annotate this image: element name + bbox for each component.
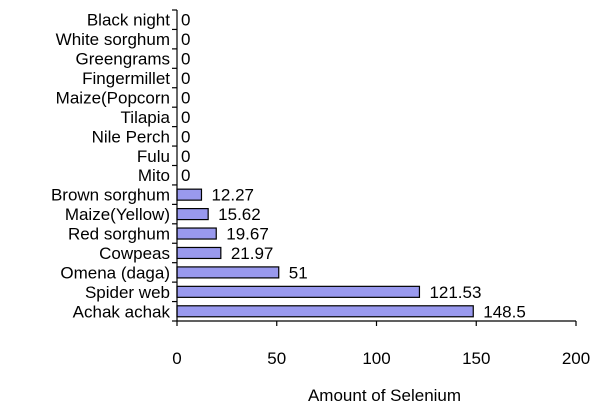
- value-label: 0: [181, 30, 190, 49]
- category-label: Brown sorghum: [51, 186, 170, 205]
- category-label: Mito: [138, 166, 170, 185]
- value-label: 0: [181, 11, 190, 30]
- category-label: Achak achak: [73, 302, 171, 321]
- category-label: Black night: [87, 11, 170, 30]
- x-tick-label: 100: [362, 349, 390, 368]
- value-label: 21.97: [231, 244, 274, 263]
- value-label: 0: [181, 147, 190, 166]
- bar: [176, 305, 474, 318]
- x-tick-label: 150: [462, 349, 490, 368]
- bar: [176, 266, 280, 279]
- value-label: 0: [181, 127, 190, 146]
- value-label: 51: [289, 263, 308, 282]
- category-label: Maize(Popcorn: [56, 88, 170, 107]
- category-label: Tilapia: [121, 108, 171, 127]
- bar: [176, 246, 222, 260]
- labels-layer: Achak achak 148.5 Spider web 121.53 Omena (d…: [51, 11, 526, 322]
- category-label: Greengrams: [76, 50, 170, 69]
- category-label: Spider web: [85, 283, 170, 302]
- category-label: Nile Perch: [92, 127, 170, 146]
- x-axis-title: Amount of Selenium: [308, 386, 461, 405]
- value-label: 0: [181, 166, 190, 185]
- value-label: 19.67: [226, 225, 269, 244]
- bar: [176, 188, 203, 201]
- x-ticks-layer: 0 50 100 150 200: [172, 9, 590, 368]
- category-label: Cowpeas: [99, 244, 170, 263]
- category-label: Fulu: [137, 147, 170, 166]
- value-label: 0: [181, 88, 190, 107]
- category-label: Fingermillet: [82, 69, 170, 88]
- category-label: White sorghum: [56, 30, 170, 49]
- value-label: 15.62: [218, 205, 261, 224]
- category-label: Maize(Yellow): [65, 205, 170, 224]
- value-label: 148.5: [483, 302, 526, 321]
- value-label: 121.53: [429, 283, 481, 302]
- value-label: 0: [181, 50, 190, 69]
- x-tick-label: 200: [562, 349, 590, 368]
- value-label: 0: [181, 69, 190, 88]
- bar: [176, 207, 209, 221]
- x-tick-label: 50: [267, 349, 286, 368]
- category-label: Red sorghum: [68, 225, 170, 244]
- bar: [176, 285, 421, 298]
- value-label: 0: [181, 108, 190, 127]
- category-label: Omena (daga): [60, 263, 170, 282]
- x-tick-label: 0: [172, 349, 181, 368]
- value-label: 12.27: [211, 186, 254, 205]
- bar: [176, 227, 217, 240]
